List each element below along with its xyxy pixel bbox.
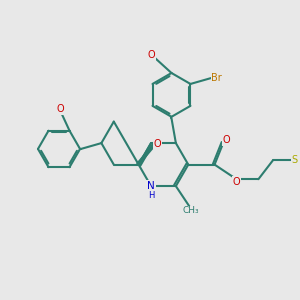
Text: O: O	[154, 139, 161, 149]
Text: O: O	[222, 135, 230, 145]
Text: CH₃: CH₃	[182, 206, 199, 215]
Text: Br: Br	[212, 73, 222, 83]
Text: O: O	[147, 50, 155, 61]
Text: O: O	[233, 177, 240, 187]
Text: O: O	[57, 104, 64, 114]
Text: H: H	[148, 191, 155, 200]
Text: S: S	[292, 155, 298, 165]
Text: N: N	[147, 181, 155, 191]
